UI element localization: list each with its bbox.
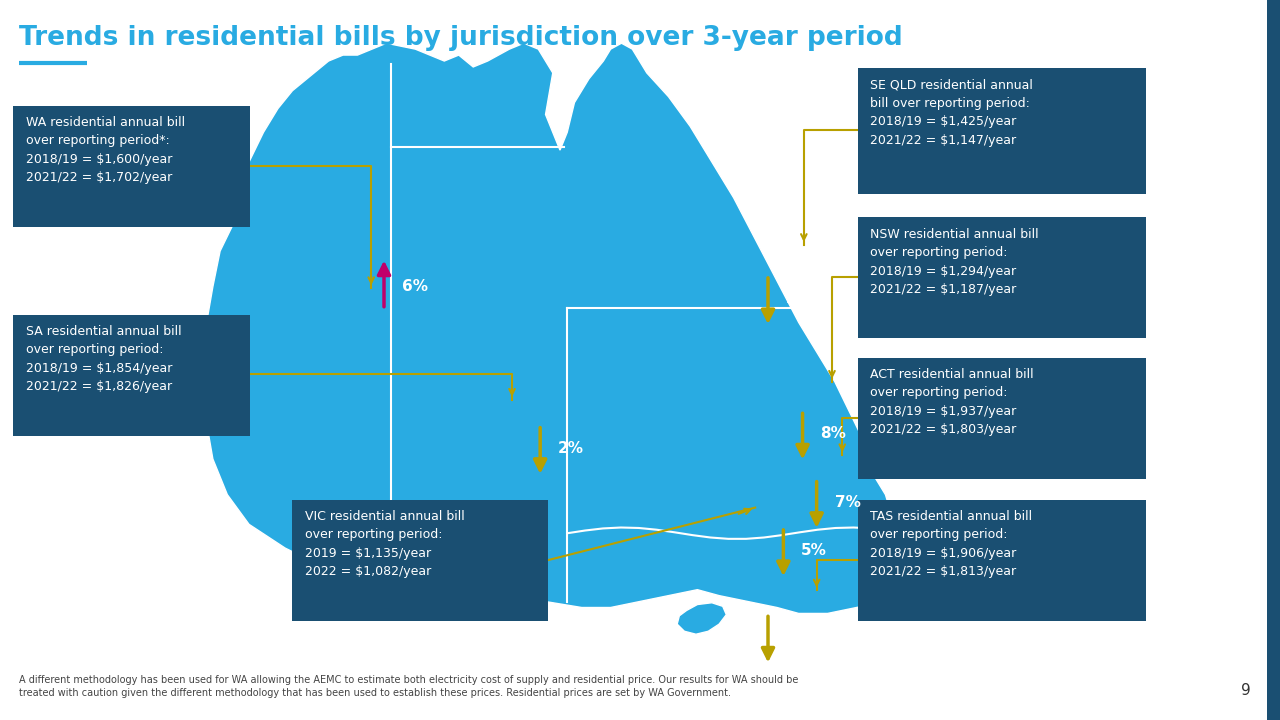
FancyBboxPatch shape	[858, 358, 1146, 479]
FancyBboxPatch shape	[13, 106, 250, 227]
Text: NSW residential annual bill
over reporting period:
2018/19 = $1,294/year
2021/22: NSW residential annual bill over reporti…	[870, 228, 1039, 296]
Text: 6%: 6%	[402, 279, 428, 294]
Text: 5%: 5%	[801, 543, 827, 558]
Polygon shape	[677, 603, 726, 634]
Text: 9: 9	[1240, 683, 1251, 698]
Text: ACT residential annual bill
over reporting period:
2018/19 = $1,937/year
2021/22: ACT residential annual bill over reporti…	[870, 368, 1034, 436]
Polygon shape	[198, 43, 922, 613]
Text: 20%: 20%	[786, 291, 823, 306]
Text: SE QLD residential annual
bill over reporting period:
2018/19 = $1,425/year
2021: SE QLD residential annual bill over repo…	[870, 78, 1033, 147]
Text: 7%: 7%	[835, 495, 860, 510]
Text: SA residential annual bill
over reporting period:
2018/19 = $1,854/year
2021/22 : SA residential annual bill over reportin…	[26, 325, 182, 393]
Text: Trends in residential bills by jurisdiction over 3-year period: Trends in residential bills by jurisdict…	[19, 25, 902, 51]
Text: VIC residential annual bill
over reporting period:
2019 = $1,135/year
2022 = $1,: VIC residential annual bill over reporti…	[305, 510, 465, 578]
FancyBboxPatch shape	[858, 68, 1146, 194]
FancyBboxPatch shape	[13, 315, 250, 436]
Text: TAS residential annual bill
over reporting period:
2018/19 = $1,906/year
2021/22: TAS residential annual bill over reporti…	[870, 510, 1033, 578]
Text: 5%: 5%	[786, 629, 812, 644]
FancyBboxPatch shape	[292, 500, 548, 621]
Text: A different methodology has been used for WA allowing the AEMC to estimate both : A different methodology has been used fo…	[19, 675, 799, 698]
Text: WA residential annual bill
over reporting period*:
2018/19 = $1,600/year
2021/22: WA residential annual bill over reportin…	[26, 116, 184, 184]
Bar	[1267, 0, 1280, 720]
FancyBboxPatch shape	[858, 217, 1146, 338]
FancyBboxPatch shape	[858, 500, 1146, 621]
Text: 2%: 2%	[558, 441, 584, 456]
Text: 8%: 8%	[820, 426, 846, 441]
